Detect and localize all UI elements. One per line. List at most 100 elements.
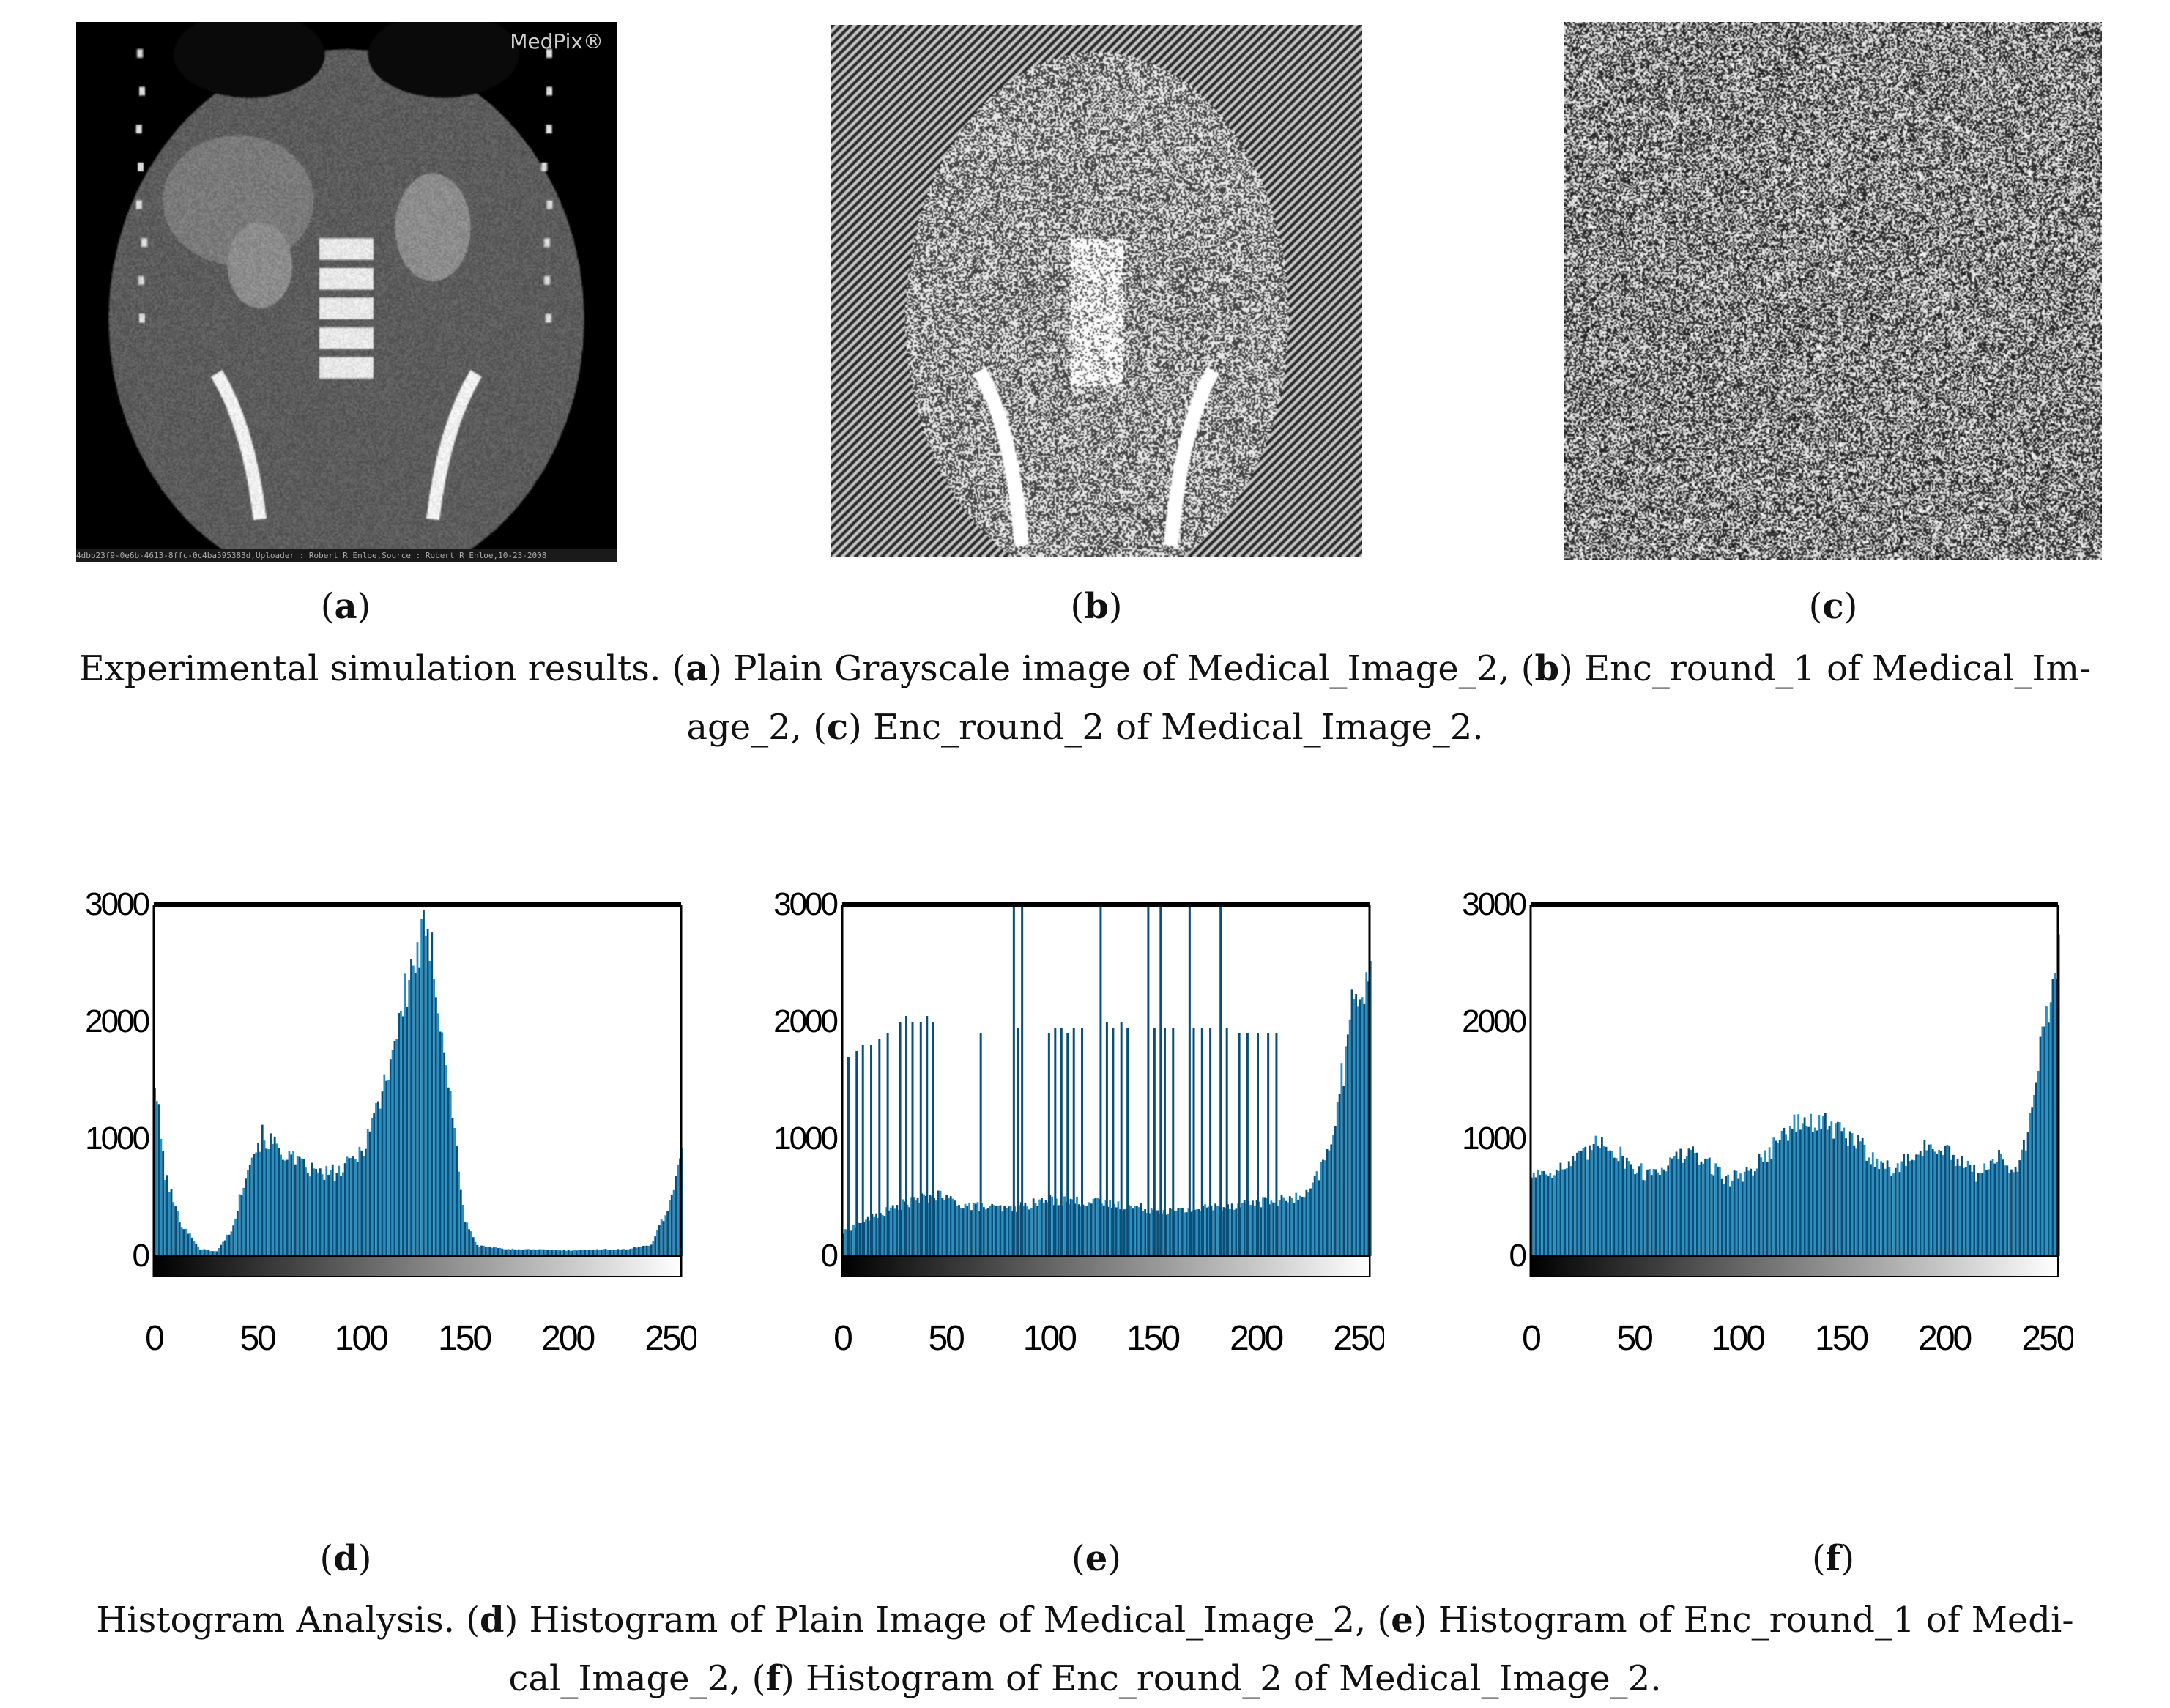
- histogram-bar: [1795, 1132, 1798, 1256]
- histogram-bar: [1752, 1175, 1754, 1256]
- histogram-bar: [1272, 1202, 1275, 1256]
- histogram-bar: [1882, 1162, 1884, 1256]
- histogram-bar: [1295, 1192, 1298, 1256]
- histogram-bar: [1088, 1202, 1090, 1256]
- histogram-bar: [964, 1203, 967, 1256]
- histogram-bar: [2045, 1006, 2048, 1256]
- histogram-bar: [1123, 1209, 1126, 1256]
- histogram-bar: [1717, 1166, 1719, 1256]
- y-tick-label: 0: [821, 1238, 838, 1274]
- histogram-bar: [426, 929, 429, 1256]
- histogram-bar: [1586, 1159, 1589, 1256]
- histogram-bar: [672, 1189, 675, 1256]
- histogram-bar: [401, 1016, 404, 1256]
- histogram-bar: [1646, 1169, 1649, 1256]
- histogram-bar: [1659, 1174, 1661, 1256]
- histogram-bar: [569, 1250, 572, 1256]
- histogram-bar: [1836, 1121, 1839, 1256]
- histogram-bar: [1342, 1085, 1345, 1256]
- histogram-bar: [1576, 1152, 1578, 1256]
- histogram-bar: [267, 1149, 270, 1256]
- histogram-bar: [1778, 1140, 1781, 1256]
- histogram-bar: [521, 1250, 524, 1256]
- histogram-bar: [1700, 1161, 1703, 1256]
- histogram-bar: [519, 1249, 522, 1256]
- histogram-bar: [1964, 1167, 1967, 1256]
- image-footer-metadata: 4dbb23f9-0e6b-4613-8ffc-0c4ba595383d,Upl…: [76, 549, 617, 562]
- histogram-bar: [852, 1225, 855, 1256]
- histogram-bar: [1001, 1211, 1004, 1256]
- histogram-bar: [234, 1218, 237, 1256]
- histogram-bar: [2033, 1094, 2035, 1256]
- histogram-bar: [1665, 1171, 1668, 1256]
- histogram-bar: [1950, 1159, 1952, 1256]
- histogram-bar: [1134, 1206, 1136, 1256]
- histogram-bar: [943, 1200, 946, 1256]
- histogram-bar: [182, 1229, 185, 1256]
- histogram-bar: [627, 1249, 630, 1256]
- histogram-bar: [1807, 1126, 1810, 1256]
- histogram-bar: [350, 1158, 353, 1256]
- histogram-bar: [447, 1087, 450, 1256]
- histogram-bar: [1638, 1166, 1640, 1256]
- histogram-bar: [1956, 1159, 1959, 1256]
- histogram-bar: [542, 1249, 545, 1256]
- histogram-bar: [1539, 1175, 1542, 1256]
- histogram-bar: [1667, 1165, 1670, 1256]
- histogram-bar: [1307, 1192, 1310, 1256]
- histogram-bar: [1758, 1154, 1761, 1256]
- histogram-bar: [1355, 993, 1358, 1256]
- histogram-bar: [1791, 1129, 1794, 1256]
- histogram-bar: [656, 1230, 658, 1256]
- histogram-bar: [1886, 1160, 1889, 1256]
- histogram-bar: [1683, 1159, 1686, 1256]
- histogram-bar: [538, 1249, 540, 1256]
- histogram-bar: [1262, 1197, 1264, 1256]
- histogram-bar: [1181, 1207, 1184, 1256]
- x-tick-label: 0: [1522, 1319, 1540, 1358]
- histogram-bar: [1007, 1206, 1010, 1256]
- histogram-bar: [325, 1165, 328, 1256]
- histogram-bar: [1003, 1206, 1006, 1256]
- histogram-bar: [1230, 1203, 1233, 1256]
- histogram-bar: [213, 1251, 216, 1256]
- histogram-bar: [664, 1215, 667, 1256]
- histogram-bar: [865, 1219, 867, 1256]
- histogram-bar: [400, 1011, 402, 1256]
- histogram-bar: [1320, 1162, 1323, 1256]
- histogram-bar: [1888, 1167, 1891, 1256]
- histogram-bar: [2041, 1026, 2044, 1256]
- histogram-bar: [348, 1158, 351, 1256]
- x-tick-label: 100: [1712, 1319, 1764, 1358]
- y-tick-label: 3000: [85, 886, 149, 922]
- histogram-bar: [883, 1216, 886, 1256]
- histogram-bar: [341, 1172, 344, 1256]
- histogram-bar: [650, 1244, 653, 1256]
- histogram-bar: [1690, 1150, 1692, 1256]
- histogram-bar: [1710, 1173, 1713, 1256]
- histogram-bar: [290, 1154, 293, 1256]
- histogram-bar: [1102, 1205, 1105, 1256]
- histogram-bar: [263, 1140, 266, 1256]
- histogram-bar: [2026, 1132, 2029, 1256]
- histogram-bar: [1706, 1159, 1709, 1256]
- sub-label-e: (e): [1071, 1538, 1121, 1579]
- histogram-bar: [635, 1247, 638, 1256]
- histogram-bar: [1969, 1165, 1972, 1256]
- histogram-bar: [1185, 1212, 1188, 1256]
- histogram-bar: [302, 1159, 305, 1256]
- histogram-bar: [486, 1247, 489, 1256]
- histogram-bar: [986, 1208, 989, 1256]
- histogram-bar: [579, 1250, 582, 1256]
- histogram-bar: [162, 1151, 165, 1256]
- histogram-bar: [1076, 1196, 1078, 1256]
- histogram-bar: [2049, 1002, 2052, 1256]
- histogram-bar: [602, 1249, 605, 1256]
- histogram-bar: [1167, 1214, 1170, 1256]
- histogram-bar: [1303, 1197, 1306, 1256]
- histogram-bar: [1264, 1197, 1266, 1256]
- histogram-bar: [1205, 1207, 1208, 1256]
- histogram-bar: [1602, 1146, 1605, 1256]
- histogram-bar: [1704, 1158, 1706, 1256]
- x-tick-label: 0: [833, 1319, 852, 1358]
